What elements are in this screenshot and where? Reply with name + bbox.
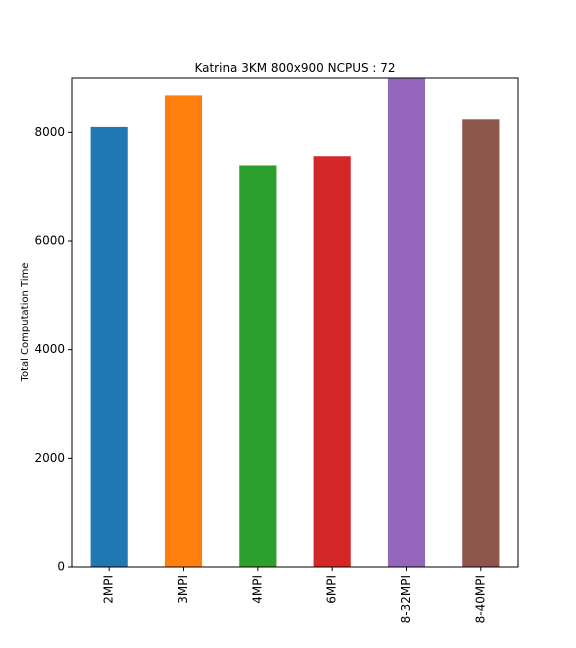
plot-frame xyxy=(71,77,519,568)
bars-group xyxy=(90,78,500,568)
x-tick-label: 8-32MPI xyxy=(399,575,413,623)
bar-2mpi xyxy=(90,126,128,568)
x-tick-label: 2MPI xyxy=(102,575,116,604)
y-tick-label: 4000 xyxy=(34,342,65,356)
x-tick-label: 4MPI xyxy=(250,575,264,604)
bar-6mpi xyxy=(313,156,351,568)
bar-8-32mpi xyxy=(387,78,426,567)
bar-4mpi xyxy=(239,165,277,567)
bar-8-40mpi xyxy=(462,119,500,567)
y-tick-label: 0 xyxy=(57,560,65,574)
chart-title: Katrina 3KM 800x900 NCPUS : 72 xyxy=(194,61,395,75)
x-tick-label: 8-40MPI xyxy=(473,575,487,623)
y-tick-label: 2000 xyxy=(34,451,65,465)
y-axis-label: Total Computation Time xyxy=(20,263,31,383)
x-ticks-group: 2MPI 3MPI 4MPI 6MPI 8-32MPI 8-40MPI xyxy=(102,567,487,623)
bar-3mpi xyxy=(164,95,203,568)
y-tick-label: 6000 xyxy=(34,234,65,248)
y-ticks-group: 0 2000 4000 6000 8000 xyxy=(34,125,72,574)
x-tick-label: 6MPI xyxy=(325,575,339,604)
x-tick-label: 3MPI xyxy=(176,575,190,604)
y-tick-label: 8000 xyxy=(34,125,65,139)
